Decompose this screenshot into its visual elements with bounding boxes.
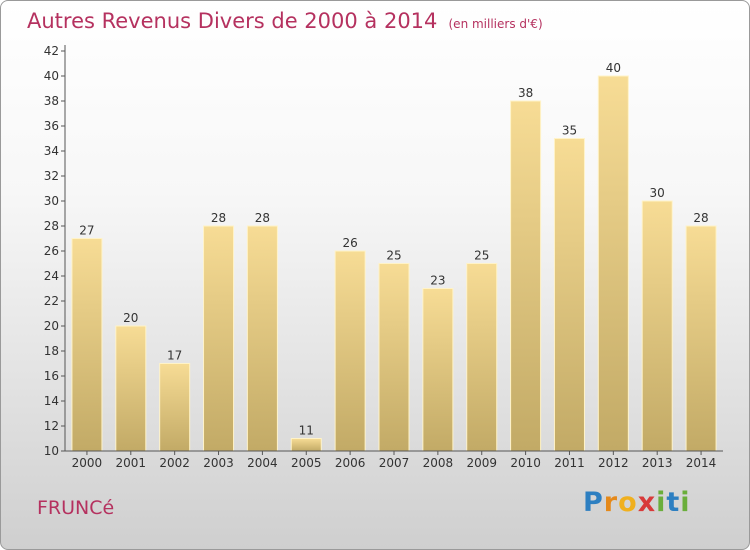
x-tick-label-2012: 2012 bbox=[598, 456, 629, 470]
value-label-2006: 26 bbox=[342, 236, 357, 250]
y-tick-label-34: 34 bbox=[44, 144, 59, 158]
y-tick-label-12: 12 bbox=[44, 419, 59, 433]
logo-letter: i bbox=[656, 487, 667, 518]
value-label-2007: 25 bbox=[386, 249, 401, 263]
y-tick-label-30: 30 bbox=[44, 194, 59, 208]
bar-2006 bbox=[334, 250, 366, 452]
value-label-2003: 28 bbox=[211, 211, 226, 225]
y-tick-label-22: 22 bbox=[44, 294, 59, 308]
bar-2004 bbox=[246, 225, 278, 452]
x-tick-label-2003: 2003 bbox=[203, 456, 234, 470]
logo-letter: i bbox=[680, 487, 691, 518]
x-tick-label-2005: 2005 bbox=[291, 456, 322, 470]
x-tick-label-2014: 2014 bbox=[686, 456, 717, 470]
bar-2000 bbox=[71, 238, 103, 452]
bar-2003 bbox=[203, 225, 235, 452]
x-tick-label-2000: 2000 bbox=[72, 456, 103, 470]
commune-name: FRUNCé bbox=[37, 497, 115, 519]
logo-letter: P bbox=[583, 487, 604, 518]
value-label-2008: 23 bbox=[430, 274, 445, 288]
x-tick-label-2013: 2013 bbox=[642, 456, 673, 470]
value-label-2004: 28 bbox=[255, 211, 270, 225]
bar-2007 bbox=[378, 263, 410, 452]
bar-2011 bbox=[553, 138, 585, 452]
bar-2002 bbox=[159, 363, 191, 452]
value-label-2012: 40 bbox=[606, 61, 621, 75]
x-tick-label-2008: 2008 bbox=[423, 456, 454, 470]
value-label-2013: 30 bbox=[650, 186, 665, 200]
title-text: Autres Revenus Divers de 2000 à 2014 bbox=[27, 9, 438, 33]
unit-text: (en milliers d'€) bbox=[448, 17, 543, 31]
value-label-2005: 11 bbox=[299, 424, 314, 438]
y-tick-label-32: 32 bbox=[44, 169, 59, 183]
x-tick-label-2010: 2010 bbox=[510, 456, 541, 470]
y-tick-label-18: 18 bbox=[44, 344, 59, 358]
value-label-2009: 25 bbox=[474, 249, 489, 263]
y-tick-label-38: 38 bbox=[44, 94, 59, 108]
value-label-2000: 27 bbox=[79, 224, 94, 238]
y-tick-label-26: 26 bbox=[44, 244, 59, 258]
y-tick-label-10: 10 bbox=[44, 444, 59, 458]
chart-title: Autres Revenus Divers de 2000 à 2014 (en… bbox=[27, 9, 543, 33]
bar-2010 bbox=[510, 100, 542, 452]
proxiti-logo: Proxiti bbox=[583, 487, 691, 518]
value-label-2011: 35 bbox=[562, 124, 577, 138]
logo-letter: o bbox=[618, 487, 638, 518]
y-tick-label-40: 40 bbox=[44, 69, 59, 83]
x-tick-label-2007: 2007 bbox=[379, 456, 410, 470]
y-tick-label-28: 28 bbox=[44, 219, 59, 233]
x-tick-label-2006: 2006 bbox=[335, 456, 366, 470]
y-tick-label-42: 42 bbox=[44, 44, 59, 58]
value-label-2014: 28 bbox=[693, 211, 708, 225]
x-tick-label-2002: 2002 bbox=[159, 456, 190, 470]
value-label-2002: 17 bbox=[167, 349, 182, 363]
bar-2008 bbox=[422, 288, 454, 452]
bar-2012 bbox=[597, 75, 629, 452]
y-tick-label-16: 16 bbox=[44, 369, 59, 383]
logo-letter: r bbox=[603, 487, 619, 518]
y-tick-label-20: 20 bbox=[44, 319, 59, 333]
bar-2005 bbox=[290, 438, 322, 452]
x-tick-label-2004: 2004 bbox=[247, 456, 278, 470]
value-label-2001: 20 bbox=[123, 311, 138, 325]
logo-letter: t bbox=[666, 487, 681, 518]
x-tick-label-2001: 2001 bbox=[116, 456, 147, 470]
bar-2013 bbox=[641, 200, 673, 452]
y-tick-label-24: 24 bbox=[44, 269, 59, 283]
x-tick-label-2009: 2009 bbox=[466, 456, 497, 470]
bar-2009 bbox=[466, 263, 498, 452]
bar-2014 bbox=[685, 225, 717, 452]
x-tick-label-2011: 2011 bbox=[554, 456, 585, 470]
bar-2001 bbox=[115, 325, 147, 452]
y-tick-label-36: 36 bbox=[44, 119, 59, 133]
y-tick-label-14: 14 bbox=[44, 394, 59, 408]
value-label-2010: 38 bbox=[518, 86, 533, 100]
logo-letter: x bbox=[637, 487, 657, 518]
